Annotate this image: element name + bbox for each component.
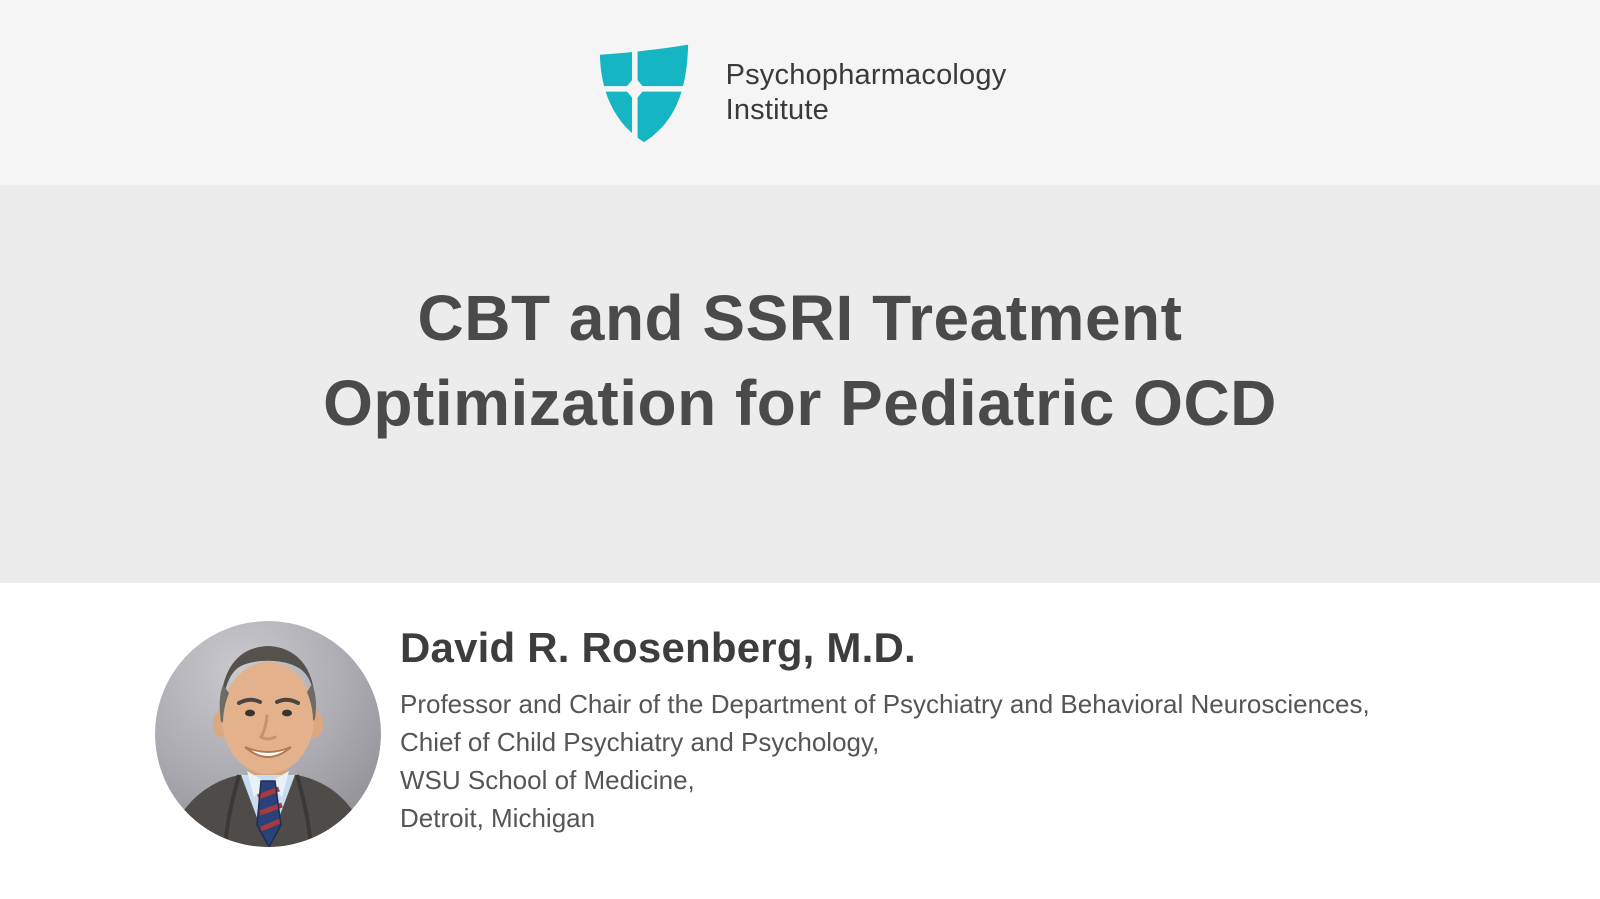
speaker-credential-line-2: Chief of Child Psychiatry and Psychology… xyxy=(400,727,880,757)
speaker-credentials: Professor and Chair of the Department of… xyxy=(400,685,1500,837)
title-line-2: Optimization for Pediatric OCD xyxy=(323,367,1277,439)
title-line-1: CBT and SSRI Treatment xyxy=(417,282,1183,354)
speaker-section: David R. Rosenberg, M.D. Professor and C… xyxy=(0,583,1600,899)
speaker-credential-line-3: WSU School of Medicine, xyxy=(400,765,695,795)
speaker-info: David R. Rosenberg, M.D. Professor and C… xyxy=(400,623,1500,837)
speaker-photo xyxy=(155,621,381,847)
institute-name-line2: Institute xyxy=(725,93,829,126)
slide-title: CBT and SSRI Treatment Optimization for … xyxy=(0,185,1600,446)
institute-name: Psychopharmacology Institute xyxy=(726,58,1007,128)
institute-logo: Psychopharmacology Institute xyxy=(594,41,1007,144)
speaker-credential-line-1: Professor and Chair of the Department of… xyxy=(400,689,1370,719)
institute-name-line1: Psychopharmacology xyxy=(725,58,1007,91)
speaker-name: David R. Rosenberg, M.D. xyxy=(400,624,916,671)
header-band: Psychopharmacology Institute xyxy=(0,0,1600,185)
title-band: CBT and SSRI Treatment Optimization for … xyxy=(0,185,1600,583)
speaker-credential-line-4: Detroit, Michigan xyxy=(400,803,596,833)
shield-logo-icon xyxy=(594,41,694,144)
